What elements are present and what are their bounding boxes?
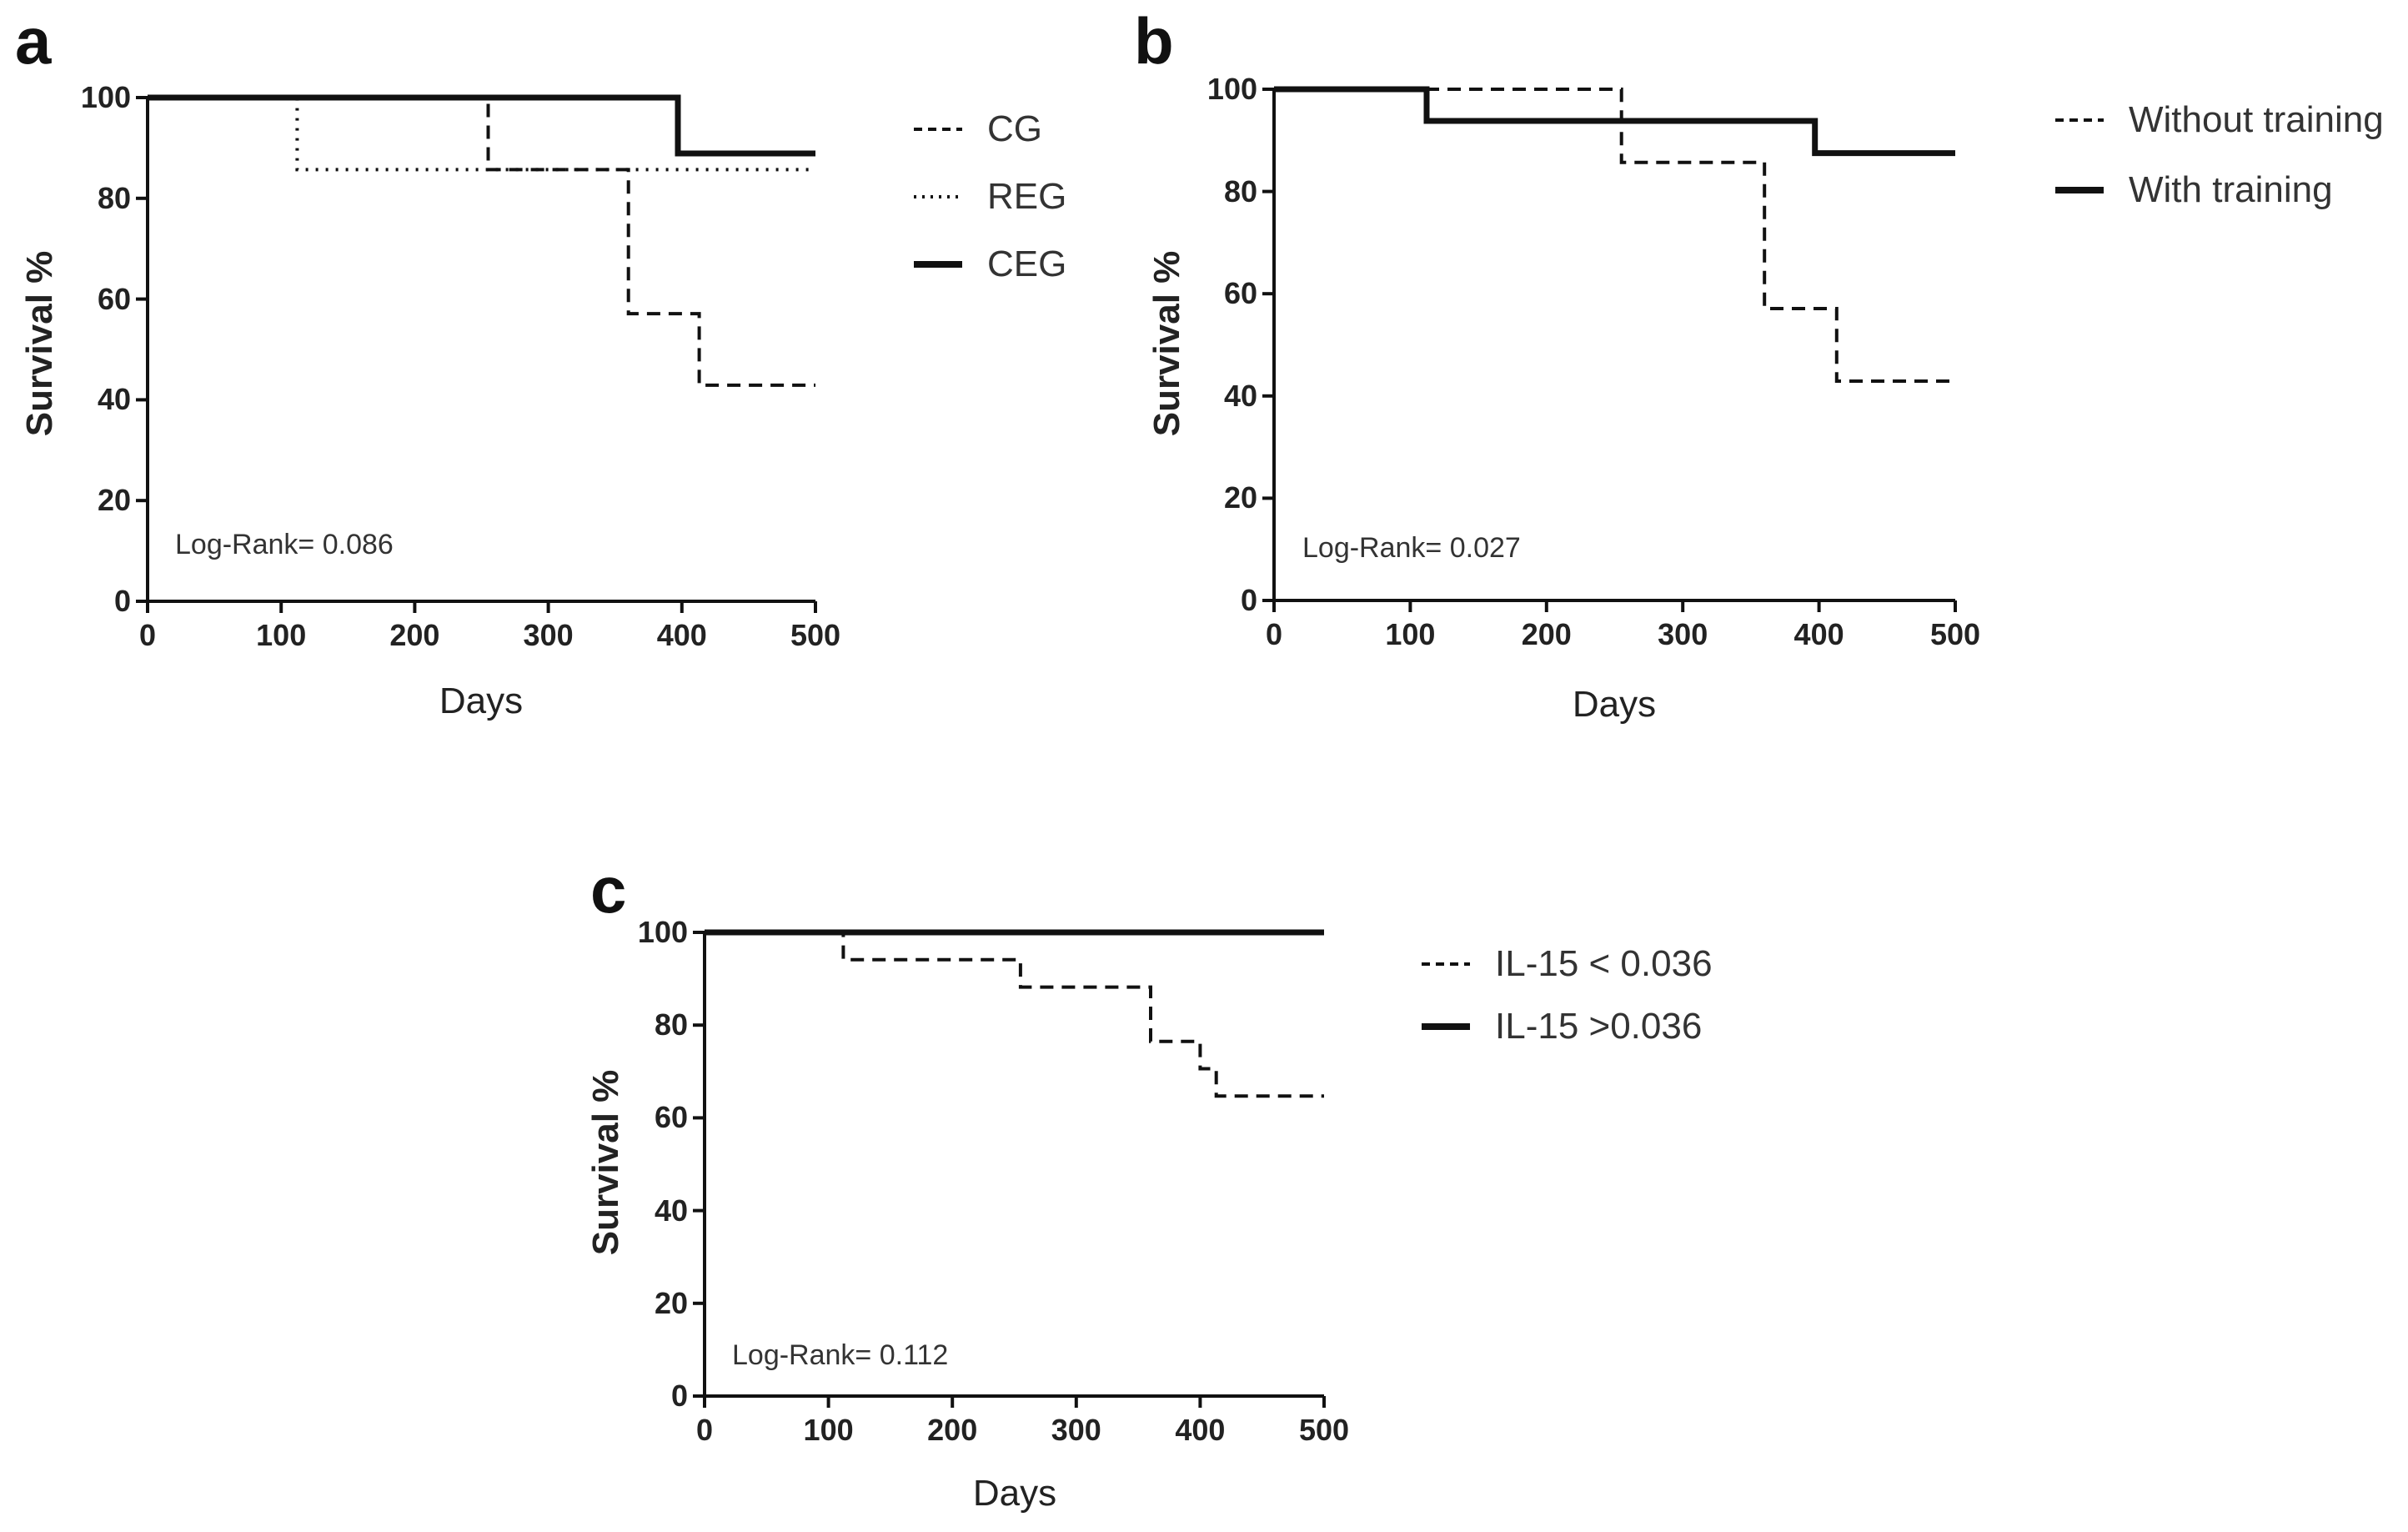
legend-item-without-training: Without training <box>2055 99 2384 141</box>
x-tick-label: 0 <box>1265 617 1283 651</box>
legend-label-with-training: With training <box>2129 169 2333 210</box>
legend-swatch-solid <box>1422 1023 1470 1030</box>
legend-swatch-solid <box>914 261 962 268</box>
panel-letter-b: b <box>1134 4 1174 78</box>
y-tick-label: 0 <box>670 1379 688 1413</box>
survival-chart-a: a Survival % Days Log-Rank= 0.086 CG REG… <box>0 0 1117 751</box>
legend-label-il15-low: IL-15 < 0.036 <box>1495 943 1713 984</box>
x-tick-label: 100 <box>256 618 307 652</box>
y-tick-label: 100 <box>637 915 688 949</box>
survival-curve-reg <box>148 96 815 172</box>
legend-swatch-dotted <box>914 195 962 198</box>
y-tick-label: 100 <box>80 80 131 114</box>
legend-label-ceg: CEG <box>987 244 1067 284</box>
x-tick-label: 300 <box>523 618 574 652</box>
plot-area-c <box>693 929 1326 1408</box>
x-tick-label: 100 <box>1385 617 1436 651</box>
legend-swatch-dashed <box>914 128 962 131</box>
y-tick-label: 0 <box>1240 583 1257 617</box>
panel-letter-c: c <box>590 853 627 927</box>
legend-item-with-training: With training <box>2055 169 2333 211</box>
survival-curve-il-15-0-036 <box>705 931 1324 1098</box>
survival-chart-b: b Survival % Days Log-Rank= 0.027 Withou… <box>1117 0 2408 751</box>
x-tick-label: 500 <box>1298 1413 1350 1447</box>
y-tick-label: 60 <box>654 1100 688 1135</box>
x-tick-label: 300 <box>1658 617 1708 651</box>
survival-curve-without-training <box>1274 88 1955 383</box>
y-tick-label: 20 <box>97 483 131 518</box>
y-tick-label: 0 <box>113 584 131 618</box>
legend-label-reg: REG <box>987 176 1067 217</box>
y-tick-label: 60 <box>1223 276 1257 311</box>
x-axis-label-b: Days <box>1572 684 1657 725</box>
y-tick-label: 80 <box>1223 173 1257 208</box>
y-tick-label: 40 <box>97 382 131 417</box>
log-rank-annotation-c: Log-Rank= 0.112 <box>732 1339 949 1371</box>
y-tick-label: 100 <box>1207 72 1257 106</box>
x-tick-label: 400 <box>1175 1413 1226 1447</box>
x-axis-label-c: Days <box>972 1473 1057 1514</box>
x-tick-label: 500 <box>1929 617 1981 651</box>
survival-chart-c: c Survival % Days Log-Rank= 0.112 IL-15 … <box>550 834 1801 1532</box>
y-tick-label: 40 <box>1223 378 1257 413</box>
y-tick-label: 20 <box>654 1285 688 1320</box>
x-tick-label: 500 <box>790 618 841 652</box>
legend-swatch-dashed <box>1422 962 1470 966</box>
y-tick-label: 20 <box>1223 480 1257 515</box>
x-tick-label: 0 <box>138 618 157 652</box>
x-tick-label: 0 <box>695 1413 714 1447</box>
y-tick-label: 80 <box>654 1007 688 1042</box>
x-axis-label-a: Days <box>439 681 524 721</box>
x-tick-label: 200 <box>1521 617 1572 651</box>
legend-item-ceg: CEG <box>914 244 1066 285</box>
legend-item-reg: REG <box>914 176 1066 218</box>
log-rank-annotation-b: Log-Rank= 0.027 <box>1302 532 1521 564</box>
y-tick-label: 80 <box>97 180 131 215</box>
legend-label-il15-high: IL-15 >0.036 <box>1495 1006 1703 1047</box>
legend-label-without-training: Without training <box>2129 99 2384 140</box>
y-axis-label-a: Survival % <box>19 250 60 437</box>
plot-area-a <box>136 94 817 613</box>
log-rank-annotation-a: Log-Rank= 0.086 <box>175 529 394 560</box>
legend-item-il15-high: IL-15 >0.036 <box>1422 1006 1702 1047</box>
y-axis-label-c: Survival % <box>585 1069 626 1256</box>
survival-curve-ceg <box>148 94 815 157</box>
x-tick-label: 200 <box>389 618 440 652</box>
legend-swatch-dashed <box>2055 118 2104 122</box>
x-tick-label: 200 <box>927 1413 978 1447</box>
legend-item-il15-low: IL-15 < 0.036 <box>1422 943 1713 985</box>
panel-letter-a: a <box>15 4 52 78</box>
y-tick-label: 40 <box>654 1193 688 1228</box>
plot-area-b <box>1262 86 1957 612</box>
y-axis-label-b: Survival % <box>1146 250 1187 437</box>
survival-curve-with-training <box>1274 86 1955 157</box>
x-tick-label: 400 <box>1793 617 1844 651</box>
survival-curve-cg <box>148 96 815 387</box>
x-tick-label: 400 <box>656 618 707 652</box>
legend-item-cg: CG <box>914 108 1042 150</box>
x-tick-label: 100 <box>803 1413 854 1447</box>
legend-label-cg: CG <box>987 108 1042 149</box>
legend-swatch-solid <box>2055 187 2104 193</box>
x-tick-label: 300 <box>1051 1413 1101 1447</box>
y-tick-label: 60 <box>97 281 131 316</box>
